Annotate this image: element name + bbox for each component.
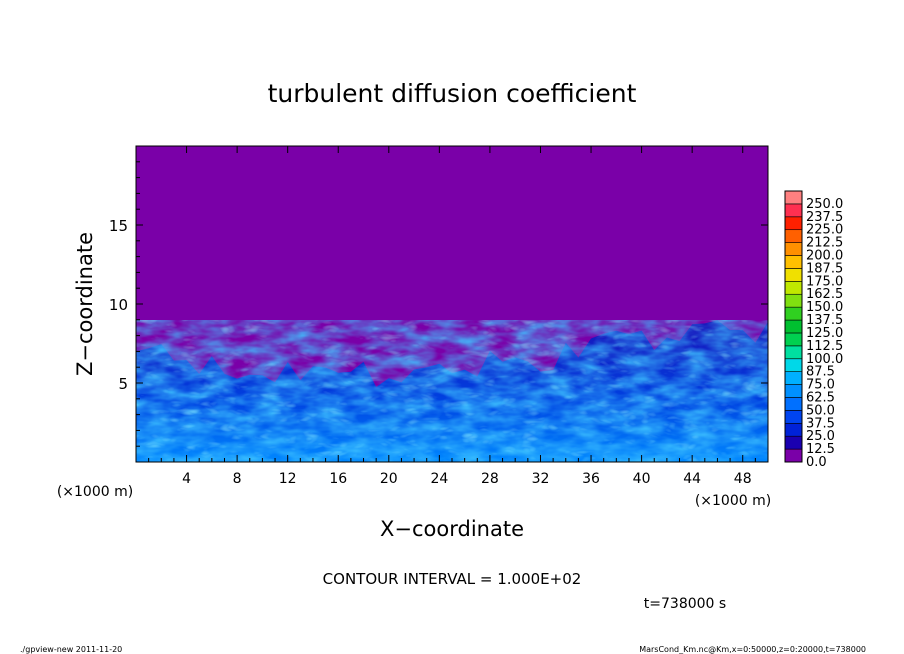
x-tick-label: 40 [633,471,651,487]
colorbar-label: 62.5 [806,390,835,405]
x-tick-label: 44 [683,471,701,487]
y-tick-label: 10 [109,296,128,314]
colorbar-label: 12.5 [806,442,835,457]
colorbar-swatch [784,358,803,372]
colorbar-label: 250.0 [806,197,843,212]
time-label: t=738000 s [644,596,726,612]
colorbar-label: 225.0 [806,223,843,238]
x-tick-label: 20 [380,471,398,487]
x-unit-label-left: (×1000 m) [57,484,133,500]
x-tick-label: 28 [481,471,499,487]
x-tick-label: 12 [279,471,297,487]
colorbar-label: 187.5 [806,261,843,276]
colorbar-swatch [784,268,803,282]
colorbar-label: 237.5 [806,210,843,225]
colorbar-swatch [784,435,803,450]
colorbar-swatch [784,306,803,321]
x-tick-label: 24 [430,471,448,487]
colorbar-swatch [784,422,803,437]
x-axis-label: X−coordinate [380,517,524,541]
colorbar-label: 212.5 [806,236,843,251]
colorbar-swatch [784,203,803,218]
footer-left: ./gpview-new 2011-11-20 [20,645,122,654]
colorbar-label: 125.0 [806,326,843,341]
colorbar-label: 162.5 [806,287,843,302]
turbulent-plumes [136,320,768,462]
colorbar-swatch [784,384,803,398]
colorbar-swatch [784,371,803,385]
colorbar-swatch [784,281,803,295]
colorbar-swatch [784,216,803,231]
colorbar-swatch [784,448,803,463]
x-tick-label: 16 [329,471,347,487]
colorbar-swatch [784,319,803,334]
colorbar-swatch [784,255,803,269]
y-tick-label: 15 [109,217,128,235]
colorbar-label: 137.5 [806,313,843,328]
x-unit-label-right: (×1000 m) [695,493,771,509]
colorbar-label: 25.0 [806,429,835,444]
colorbar-label: 112.5 [806,339,843,354]
contour-interval-label: CONTOUR INTERVAL = 1.000E+02 [323,570,582,588]
x-axis-ticks: 4 8 12 16 20 24 28 32 36 40 44 48 [148,146,756,487]
colorbar-swatch [784,397,803,411]
colorbar-swatch [784,242,803,256]
x-tick-label: 4 [182,471,191,487]
colorbar-swatch [784,190,803,205]
colorbar-swatch [784,293,803,308]
colorbar-label: 150.0 [806,300,843,315]
footer-right: MarsCond_Km.nc@Km,x=0:50000,z=0:20000,t=… [639,645,866,654]
colorbar: 0.012.525.037.550.062.575.087.5100.0112.… [784,190,843,470]
chart-title: turbulent diffusion coefficient [268,79,637,108]
colorbar-swatch [784,345,803,360]
colorbar-label: 0.0 [806,455,827,470]
colorbar-swatch [784,410,803,424]
colorbar-label: 200.0 [806,249,843,264]
colorbar-label: 37.5 [806,416,835,431]
colorbar-label: 100.0 [806,352,843,367]
colorbar-label: 50.0 [806,403,835,418]
colorbar-swatch [784,332,803,347]
colorbar-label: 87.5 [806,365,835,380]
y-axis-label: Z−coordinate [73,232,97,376]
x-tick-label: 32 [532,471,550,487]
x-tick-label: 48 [734,471,752,487]
colorbar-frame [784,190,803,463]
y-axis-ticks: 5 10 15 [109,161,768,447]
x-tick-label: 8 [233,471,242,487]
y-tick-label: 5 [118,375,128,393]
x-tick-label: 36 [582,471,600,487]
colorbar-label: 75.0 [806,378,835,393]
colorbar-swatch [784,229,803,243]
colorbar-label: 175.0 [806,274,843,289]
